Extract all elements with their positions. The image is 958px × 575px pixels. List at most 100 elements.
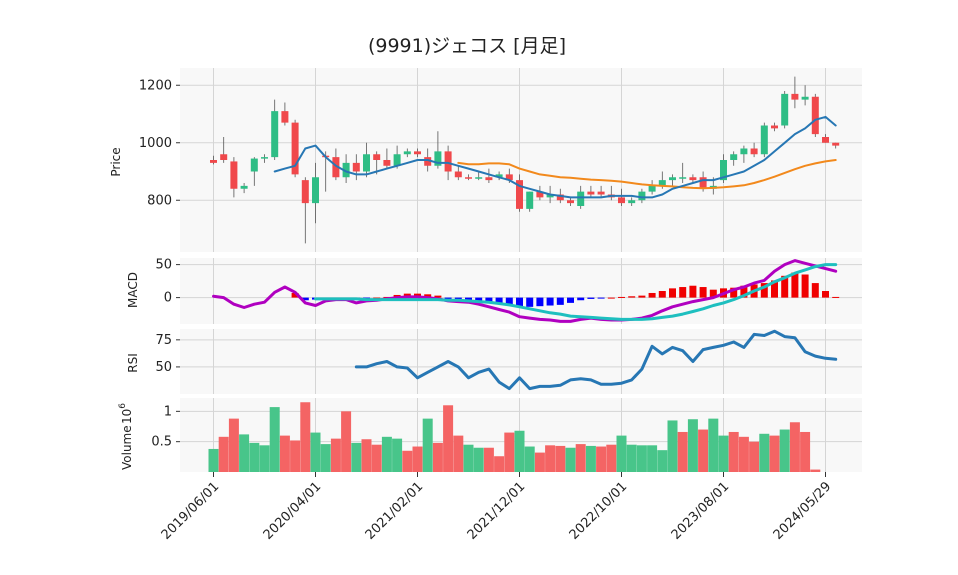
x-tick-label: 2022/10/01: [567, 479, 631, 543]
volume-bar: [687, 419, 698, 472]
macd-histogram-bar: [434, 295, 442, 298]
rsi-panel-bg: [180, 329, 862, 394]
volume-bar: [657, 450, 668, 472]
candle-body: [424, 157, 432, 166]
macd-histogram-bar: [709, 289, 717, 298]
candle-body: [771, 125, 778, 129]
volume-bar: [259, 445, 270, 472]
volume-bar: [249, 442, 260, 472]
candle-body: [301, 180, 309, 204]
candle-body: [689, 177, 697, 181]
macd-histogram-bar: [577, 297, 585, 301]
price-ytick-label: 1200: [139, 78, 172, 93]
volume-axis-label: Volume: [120, 425, 134, 470]
macd-line: [212, 259, 838, 323]
volume-bar: [208, 448, 219, 472]
candle-body: [832, 142, 840, 146]
macd-histogram-bar: [638, 295, 646, 298]
macd-histogram-bar: [505, 297, 513, 305]
volume-bar: [239, 434, 250, 472]
x-tick-label: 2021/12/01: [465, 479, 529, 543]
macd-histogram-bar: [536, 297, 544, 307]
volume-ytick-label: 0.5: [151, 435, 172, 450]
macd-histogram-bar: [801, 274, 809, 298]
rsi-line: [354, 329, 838, 391]
volume-bar: [626, 444, 637, 472]
volume-bar: [320, 444, 331, 472]
volume-bar: [443, 405, 454, 472]
candle-body: [495, 174, 503, 178]
ma-long-line: [457, 159, 837, 190]
volume-ytick-label: 1: [164, 404, 172, 419]
macd-histogram-bar: [791, 272, 799, 298]
candle-body: [434, 151, 442, 166]
macd-histogram-bar: [546, 297, 554, 306]
volume-bar: [341, 411, 352, 472]
candle-body: [781, 93, 789, 126]
candle-body: [597, 191, 605, 195]
macd-axis-label: MACD: [126, 272, 140, 308]
rsi-axis-label: RSI: [126, 353, 140, 373]
candle-body: [526, 191, 534, 209]
volume-bar: [432, 442, 443, 472]
volume-bar: [636, 445, 647, 472]
volume-bar: [228, 418, 239, 472]
chart-title: (9991)ジェコス [月足]: [368, 35, 566, 57]
macd-histogram-bar: [556, 297, 564, 305]
volume-bar: [708, 418, 719, 472]
volume-bar: [422, 418, 433, 472]
candle-body: [465, 177, 472, 179]
macd-histogram-bar: [730, 287, 738, 298]
volume-bar: [534, 452, 545, 472]
candle-body: [587, 191, 595, 195]
volume-bar: [504, 432, 515, 472]
macd-histogram-bar: [485, 297, 493, 303]
macd-histogram-bar: [822, 291, 829, 298]
candle-body: [363, 154, 370, 172]
macd-histogram-bar: [811, 283, 819, 298]
volume-bar: [800, 431, 811, 472]
candle-body: [312, 177, 319, 204]
candle-body: [393, 154, 401, 166]
macd-histogram-bar: [669, 288, 676, 298]
macd-histogram-bar: [658, 291, 666, 298]
volume-bar: [749, 441, 760, 472]
macd-histogram-bar: [444, 297, 452, 299]
macd-histogram-bar: [567, 297, 574, 303]
x-tick-label: 2023/08/01: [669, 479, 733, 543]
candle-body: [342, 162, 350, 178]
candle-body: [505, 174, 513, 181]
macd-histogram-bar: [301, 297, 309, 301]
macd-histogram-bar: [771, 280, 778, 298]
candle-body: [720, 160, 727, 181]
volume-bar: [300, 402, 311, 472]
macd-histogram-bar: [526, 297, 534, 307]
candle-body: [791, 93, 799, 100]
volume-bar: [412, 446, 423, 472]
volume-bar: [596, 446, 607, 472]
volume-bar: [555, 445, 566, 472]
macd-ytick-label: 0: [164, 291, 172, 306]
macd-histogram-bar: [587, 297, 595, 299]
candle-body: [801, 96, 809, 100]
candle-body: [760, 125, 768, 155]
volume-scale-label: 106: [118, 403, 134, 424]
volume-bar: [647, 445, 658, 472]
candle-body: [240, 185, 248, 189]
volume-bar: [310, 432, 321, 472]
macd-ytick-label: 50: [155, 258, 172, 273]
macd-histogram-bar: [781, 275, 789, 298]
candle-body: [261, 157, 268, 159]
volume-bar: [290, 440, 301, 472]
macd-histogram-bar: [291, 292, 299, 298]
volume-bar: [279, 435, 290, 472]
rsi-ytick-label: 75: [155, 333, 172, 348]
candle-body: [699, 177, 707, 189]
candle-body: [638, 191, 646, 201]
candle-body: [475, 177, 483, 179]
volume-bar: [667, 420, 678, 472]
volume-bar: [759, 433, 770, 472]
candle-body: [291, 122, 299, 175]
volume-bar: [361, 439, 372, 472]
volume-bar: [779, 429, 790, 472]
